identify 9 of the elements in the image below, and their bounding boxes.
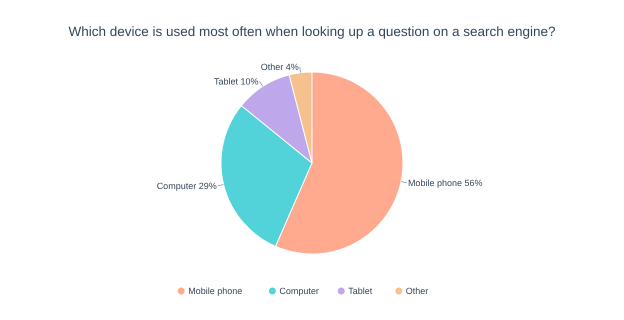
category-label: Mobile phone 56% — [408, 178, 483, 188]
chart-title: Which device is used most often when looking up a question on a search engine? — [68, 24, 556, 39]
legend-label: Other — [406, 286, 428, 296]
category-label: Computer 29% — [156, 180, 217, 191]
legend-label: Mobile phone — [188, 286, 242, 296]
category-label: Tablet 10% — [214, 76, 259, 86]
category-label: Other 4% — [260, 62, 299, 72]
legend-label: Computer — [279, 286, 319, 296]
legend-label: Tablet — [348, 286, 373, 296]
